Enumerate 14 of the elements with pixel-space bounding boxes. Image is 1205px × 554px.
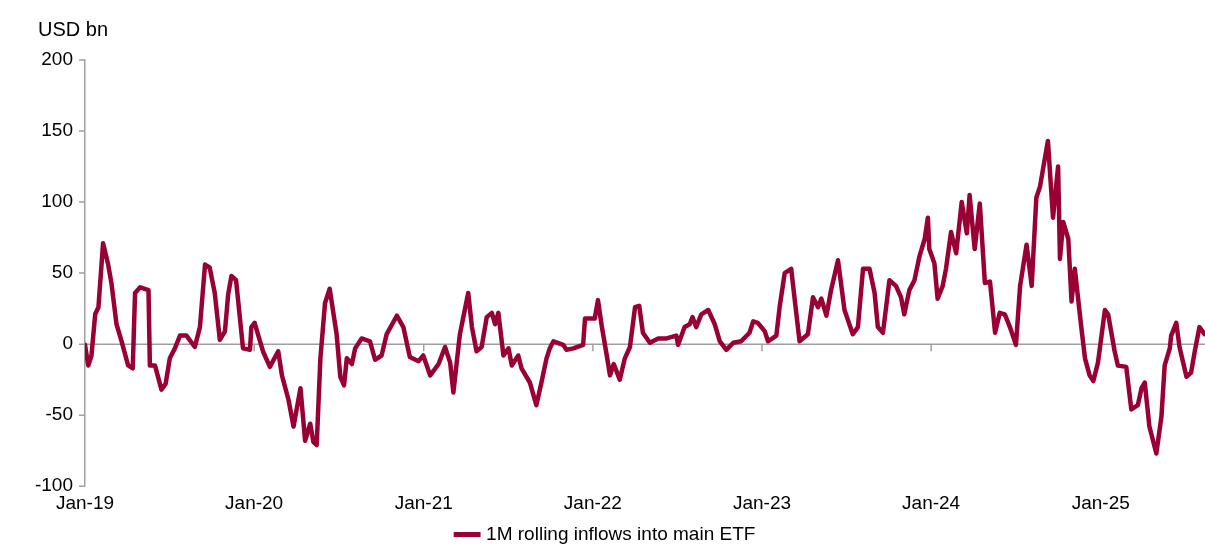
x-tick-label: Jan-22 bbox=[563, 491, 622, 513]
x-tick-label: Jan-20 bbox=[225, 491, 284, 513]
y-tick-label: 0 bbox=[62, 332, 73, 354]
y-tick-label: 200 bbox=[41, 48, 73, 70]
y-tick-label: 100 bbox=[41, 190, 73, 212]
y-tick-label: -50 bbox=[45, 403, 73, 425]
x-tick-label: Jan-24 bbox=[902, 491, 961, 513]
y-axis-title: USD bn bbox=[38, 18, 109, 40]
x-tick-label: Jan-21 bbox=[394, 491, 453, 513]
x-tick-label: Jan-25 bbox=[1071, 491, 1130, 513]
legend-label: 1M rolling inflows into main ETF bbox=[486, 522, 756, 544]
y-tick-label: 50 bbox=[51, 261, 73, 283]
x-tick-label: Jan-23 bbox=[732, 491, 792, 513]
y-tick-label: 150 bbox=[41, 119, 73, 141]
